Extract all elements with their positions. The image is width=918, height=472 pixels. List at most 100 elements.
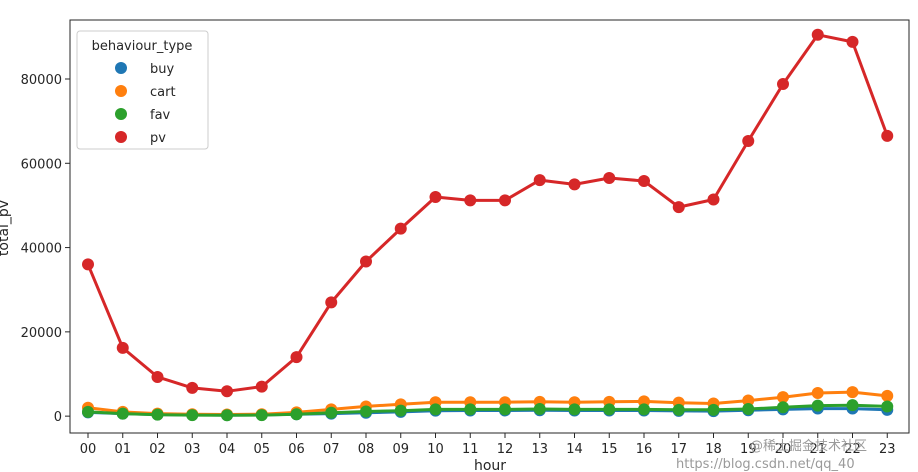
data-point-pv: [638, 174, 650, 187]
y-tick-label: 60000: [21, 157, 62, 172]
x-tick-label: 16: [636, 442, 653, 457]
x-tick-label: 02: [149, 442, 166, 457]
data-point-pv: [255, 380, 268, 393]
x-tick-label: 19: [740, 442, 757, 457]
legend-items: buy cart fav pv: [115, 62, 176, 146]
data-point-pv: [116, 341, 129, 354]
data-point-fav: [533, 402, 546, 415]
series-buy: [82, 402, 894, 422]
data-point-fav: [464, 403, 477, 416]
x-tick-label: 23: [879, 442, 896, 457]
data-point-fav: [429, 403, 442, 416]
data-point-fav: [811, 399, 824, 412]
data-point-pv: [290, 351, 303, 364]
data-point-fav: [325, 406, 338, 419]
data-point-fav: [499, 403, 511, 416]
x-axis-title: hour: [474, 458, 506, 472]
x-tick-label: 09: [392, 442, 409, 457]
x-tick-label: 17: [670, 442, 687, 457]
x-tick-label: 07: [323, 442, 340, 457]
data-point-pv: [672, 201, 685, 214]
data-point-pv: [186, 381, 199, 394]
y-tick-label: 0: [54, 410, 62, 425]
data-point-fav: [82, 405, 94, 418]
x-axis-ticks: 00 01 02 03 04 05 06 07 08 09 10 11 12 13 14 15 16 17 18 19…: [80, 433, 896, 457]
y-axis-ticks: 0 20000 40000 60000 80000: [21, 73, 70, 425]
plot-frame: [69, 19, 910, 434]
legend-marker-fav: [115, 108, 127, 120]
data-point-fav: [742, 402, 755, 415]
data-point-pv: [82, 258, 94, 271]
legend-label-cart: cart: [150, 85, 176, 100]
legend-marker-pv: [115, 131, 127, 143]
data-point-cart: [777, 391, 789, 404]
x-tick-label: 21: [809, 442, 826, 457]
data-point-pv: [360, 255, 372, 268]
data-point-cart: [811, 386, 824, 399]
data-point-pv: [499, 194, 511, 207]
x-tick-label: 10: [427, 442, 444, 457]
data-point-fav: [846, 399, 859, 412]
data-point-fav: [255, 409, 268, 422]
x-tick-label: 18: [705, 442, 722, 457]
data-point-fav: [186, 409, 199, 422]
series-pv: [82, 28, 894, 398]
x-tick-label: 05: [253, 442, 270, 457]
data-point-fav: [221, 409, 233, 422]
x-tick-label: 04: [219, 442, 236, 457]
data-point-fav: [603, 403, 616, 416]
data-point-pv: [429, 191, 442, 203]
data-point-fav: [707, 403, 720, 416]
data-point-pv: [325, 296, 338, 309]
x-tick-label: 15: [601, 442, 618, 457]
legend-label-fav: fav: [150, 108, 171, 123]
x-tick-label: 03: [184, 442, 201, 457]
legend-marker-buy: [115, 62, 127, 74]
legend-label-pv: pv: [150, 131, 166, 146]
data-point-pv: [742, 134, 755, 147]
x-tick-label: 08: [358, 442, 375, 457]
data-point-pv: [777, 78, 789, 91]
x-tick-label: 11: [462, 442, 479, 457]
data-point-pv: [811, 28, 824, 41]
data-point-fav: [568, 403, 581, 416]
x-tick-label: 12: [497, 442, 514, 457]
data-point-pv: [707, 193, 720, 206]
y-axis-title: total_pv: [0, 200, 12, 256]
data-point-fav: [116, 407, 129, 420]
data-point-pv: [464, 194, 477, 207]
data-point-fav: [881, 400, 894, 413]
data-point-fav: [151, 408, 164, 421]
data-point-fav: [394, 404, 407, 417]
y-tick-label: 20000: [21, 326, 62, 341]
data-point-pv: [568, 178, 581, 191]
legend: behaviour_type buy cart fav pv: [76, 30, 209, 150]
data-point-pv: [151, 370, 164, 383]
data-point-fav: [638, 403, 650, 416]
legend-title: behaviour_type: [92, 39, 193, 54]
x-tick-label: 22: [844, 442, 861, 457]
data-point-cart: [742, 394, 755, 407]
data-point-cart: [881, 389, 894, 402]
data-point-fav: [290, 408, 303, 421]
data-point-fav: [360, 405, 372, 418]
data-point-pv: [881, 129, 894, 142]
x-tick-label: 06: [288, 442, 305, 457]
x-tick-label: 00: [80, 442, 97, 457]
data-point-pv: [394, 222, 407, 235]
data-point-pv: [221, 385, 233, 398]
watermark-url: https://blog.csdn.net/qq_40: [676, 457, 855, 472]
legend-label-buy: buy: [150, 62, 174, 77]
x-tick-label: 13: [531, 442, 548, 457]
data-point-pv: [846, 35, 859, 48]
data-point-pv: [603, 172, 616, 185]
data-point-fav: [777, 401, 789, 414]
x-tick-label: 14: [566, 442, 583, 457]
data-point-cart: [846, 386, 859, 399]
series-fav: [82, 399, 894, 422]
data-point-fav: [672, 403, 685, 416]
x-tick-label: 20: [775, 442, 792, 457]
x-tick-label: 01: [114, 442, 131, 457]
data-point-pv: [533, 174, 546, 187]
